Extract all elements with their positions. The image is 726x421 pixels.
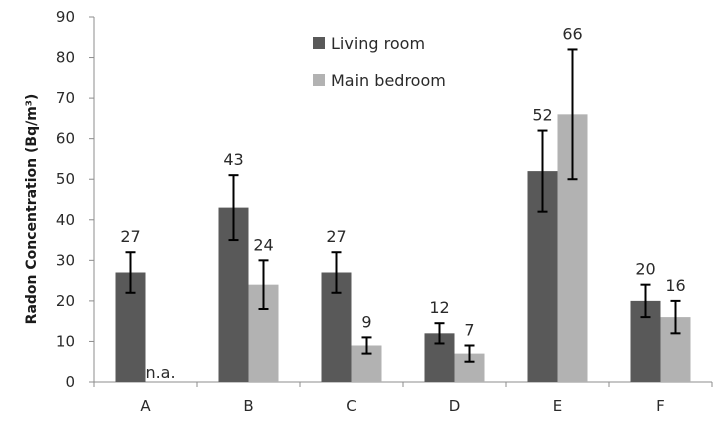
y-tick-label: 90 <box>56 8 75 26</box>
data-label: 24 <box>253 235 273 254</box>
data-label: 16 <box>665 276 685 295</box>
data-label: 43 <box>223 150 243 169</box>
y-tick-label: 20 <box>56 292 75 310</box>
y-tick-label: 70 <box>56 89 75 107</box>
y-tick-label: 60 <box>56 130 75 148</box>
legend: Living room Main bedroom <box>313 34 446 90</box>
y-axis-title: Radon Concentration (Bq/m³) <box>24 94 40 325</box>
y-tick-label: 0 <box>65 373 75 391</box>
x-tick-label: B <box>243 397 253 415</box>
y-tick-label: 50 <box>56 170 75 188</box>
legend-label: Living room <box>331 34 425 53</box>
x-tick-label: C <box>346 397 356 415</box>
y-tick-label: 40 <box>56 211 75 229</box>
x-tick-label: E <box>553 397 562 415</box>
data-label: 9 <box>361 312 371 331</box>
x-tick-label: A <box>140 397 151 415</box>
legend-swatch <box>313 74 325 86</box>
data-label: 20 <box>635 260 655 279</box>
y-tick-label: 80 <box>56 49 75 67</box>
data-label: 7 <box>464 321 474 340</box>
x-tick-label: D <box>449 397 461 415</box>
data-label: 27 <box>326 227 346 246</box>
legend-swatch <box>313 37 325 49</box>
error-bars <box>125 48 681 363</box>
legend-label: Main bedroom <box>331 71 446 90</box>
data-label: 66 <box>562 24 582 43</box>
data-label: 12 <box>429 298 449 317</box>
axes: 0 10 20 30 40 50 60 70 80 90 A B C D E F <box>56 8 713 415</box>
x-tick-label: F <box>656 397 665 415</box>
y-tick-label: 10 <box>56 332 75 350</box>
y-tick-label: 30 <box>56 251 75 269</box>
data-labels: 27 43 27 12 52 20 n.a. 24 9 7 66 16 <box>120 24 685 382</box>
data-label: n.a. <box>145 363 175 382</box>
data-label: 52 <box>532 106 552 125</box>
bars <box>115 114 691 382</box>
data-label: 27 <box>120 227 140 246</box>
